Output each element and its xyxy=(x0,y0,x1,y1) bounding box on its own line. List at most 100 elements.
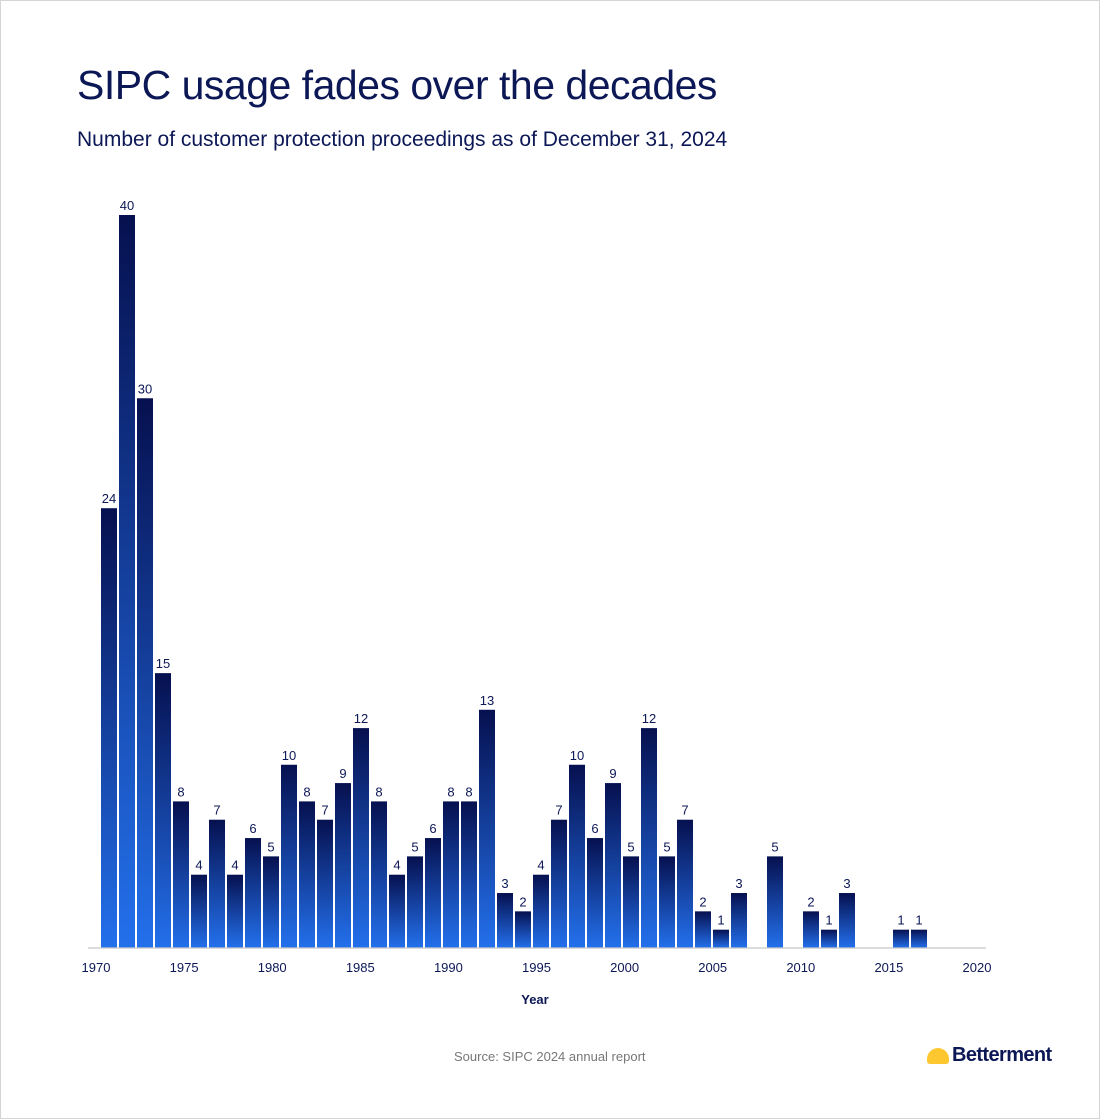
data-label-1997: 10 xyxy=(570,748,584,763)
bar-1994 xyxy=(515,911,531,948)
bar-2005 xyxy=(713,929,729,948)
x-tick-label-2015: 2015 xyxy=(874,960,903,975)
bar-1995 xyxy=(533,874,549,948)
bar-2008 xyxy=(767,856,783,948)
data-label-2015: 1 xyxy=(897,913,904,928)
x-axis-label: Year xyxy=(521,992,548,1007)
data-label-1990: 8 xyxy=(447,784,454,799)
data-label-1974: 15 xyxy=(156,656,170,671)
bar-2006 xyxy=(731,893,747,948)
data-label-1992: 13 xyxy=(480,693,494,708)
data-label-2011: 1 xyxy=(825,913,832,928)
bar-1975 xyxy=(173,801,189,948)
bar-1980 xyxy=(263,856,279,948)
bar-2015 xyxy=(893,929,909,948)
data-label-2016: 1 xyxy=(915,913,922,928)
logo-text: Betterment xyxy=(952,1044,1052,1066)
data-label-1986: 8 xyxy=(375,784,382,799)
bar-2001 xyxy=(641,728,657,948)
bar-1978 xyxy=(227,874,243,948)
bar-1974 xyxy=(155,673,171,948)
bar-2011 xyxy=(821,929,837,948)
x-tick-label-1980: 1980 xyxy=(258,960,287,975)
data-label-1977: 7 xyxy=(213,803,220,818)
bar-1998 xyxy=(587,838,603,948)
bar-2002 xyxy=(659,856,675,948)
bar-2004 xyxy=(695,911,711,948)
data-label-1988: 5 xyxy=(411,839,418,854)
bar-1971 xyxy=(101,508,117,948)
data-label-2001: 12 xyxy=(642,711,656,726)
data-label-1973: 30 xyxy=(138,381,152,396)
bar-1993 xyxy=(497,893,513,948)
bar-2003 xyxy=(677,819,693,948)
betterment-logo: Betterment xyxy=(927,1044,1052,1067)
data-label-1989: 6 xyxy=(429,821,436,836)
bar-1977 xyxy=(209,819,225,948)
data-label-1999: 9 xyxy=(609,766,616,781)
x-tick-label-1995: 1995 xyxy=(522,960,551,975)
x-tick-label-2000: 2000 xyxy=(610,960,639,975)
data-label-1984: 9 xyxy=(339,766,346,781)
bar-1989 xyxy=(425,838,441,948)
bar-1996 xyxy=(551,819,567,948)
x-tick-label-2005: 2005 xyxy=(698,960,727,975)
data-label-1976: 4 xyxy=(195,858,202,873)
bar-2000 xyxy=(623,856,639,948)
data-label-2002: 5 xyxy=(663,839,670,854)
bar-1981 xyxy=(281,764,297,948)
data-label-2006: 3 xyxy=(735,876,742,891)
logo-icon xyxy=(927,1047,949,1064)
bar-1983 xyxy=(317,819,333,948)
bar-1985 xyxy=(353,728,369,948)
data-label-1993: 3 xyxy=(501,876,508,891)
data-label-2012: 3 xyxy=(843,876,850,891)
bar-1987 xyxy=(389,874,405,948)
data-label-1987: 4 xyxy=(393,858,400,873)
bar-1986 xyxy=(371,801,387,948)
bar-1984 xyxy=(335,783,351,948)
data-label-2008: 5 xyxy=(771,839,778,854)
x-tick-label-1985: 1985 xyxy=(346,960,375,975)
bar-1976 xyxy=(191,874,207,948)
bar-1992 xyxy=(479,709,495,948)
x-tick-label-2010: 2010 xyxy=(786,960,815,975)
data-label-2005: 1 xyxy=(717,913,724,928)
data-label-1996: 7 xyxy=(555,803,562,818)
x-tick-label-1990: 1990 xyxy=(434,960,463,975)
data-label-2000: 5 xyxy=(627,839,634,854)
source-note: Source: SIPC 2024 annual report xyxy=(454,1049,646,1064)
bar-2012 xyxy=(839,893,855,948)
data-label-1981: 10 xyxy=(282,748,296,763)
data-label-1995: 4 xyxy=(537,858,544,873)
data-label-2010: 2 xyxy=(807,894,814,909)
bar-1990 xyxy=(443,801,459,948)
data-label-1978: 4 xyxy=(231,858,238,873)
chart-title: SIPC usage fades over the decades xyxy=(77,62,717,108)
bar-1972 xyxy=(119,215,135,948)
data-label-1994: 2 xyxy=(519,894,526,909)
chart-subtitle: Number of customer protection proceeding… xyxy=(77,128,728,151)
bar-1999 xyxy=(605,783,621,948)
data-label-1972: 40 xyxy=(120,198,134,213)
x-tick-label-1975: 1975 xyxy=(170,960,199,975)
data-label-1991: 8 xyxy=(465,784,472,799)
bar-2010 xyxy=(803,911,819,948)
data-label-1982: 8 xyxy=(303,784,310,799)
bar-1997 xyxy=(569,764,585,948)
data-label-1998: 6 xyxy=(591,821,598,836)
bar-1982 xyxy=(299,801,315,948)
data-label-1980: 5 xyxy=(267,839,274,854)
x-tick-label-1970: 1970 xyxy=(82,960,111,975)
bar-1973 xyxy=(137,398,153,948)
data-label-1971: 24 xyxy=(102,491,116,506)
bar-1988 xyxy=(407,856,423,948)
bar-2016 xyxy=(911,929,927,948)
data-label-1975: 8 xyxy=(177,784,184,799)
data-label-1979: 6 xyxy=(249,821,256,836)
data-label-2004: 2 xyxy=(699,894,706,909)
bar-1979 xyxy=(245,838,261,948)
data-label-1983: 7 xyxy=(321,803,328,818)
x-tick-label-2020: 2020 xyxy=(963,960,992,975)
